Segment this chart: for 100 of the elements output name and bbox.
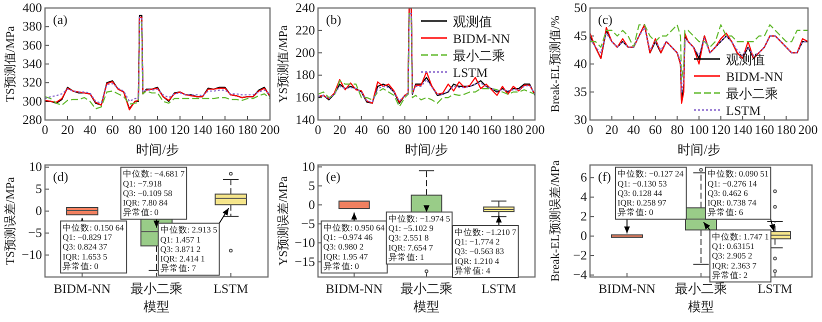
x-tick-label: 最小二乘 [130,281,182,296]
y-tick-label: 240 [296,0,315,15]
x-tick-label: 最小二乘 [675,281,727,296]
y-tick-label: 200 [296,44,315,60]
y-tick-label: 220 [296,22,315,38]
x-axis-title: 时间/步 [405,142,448,157]
annotation: 中位数: 1.747 1 Q1: 0.63151 Q3: 2.905 2 IQR: 2.363 7 异常值: 2 [712,231,769,280]
y-tick-label: 340 [22,56,42,71]
y-axis-title: TS预测误差/MPa [3,176,17,266]
annotation: 中位数: 0.950 64 Q1: −0.974 46 Q3: 0.980 2 IQR: 1.95 47 异常值: 0 [323,222,386,271]
y-tick-label: −2 [573,248,587,263]
annotation: (a) [53,12,68,27]
x-tick-label: 最小二乘 [400,281,452,296]
annotation: 中位数: 2.913 5 Q1: 1.457 1 Q3: 3.871 2 IQR: 2.414 1 异常值: 7 [158,208,230,276]
legend-label: LSTM [726,103,762,118]
y-tick-label: −10 [294,234,315,250]
y-tick-label: 360 [22,37,42,52]
x-tick-label: 60 [648,122,662,137]
annotation: 中位数: −1.974 5 Q1: −5.102 9 Q3: 2.551 8 IQR: 7.654 7 异常值: 1 [388,214,450,262]
x-axis-title: 时间/步 [136,142,179,157]
x-tick-label: 40 [354,122,368,137]
x-tick-label: 20 [605,122,618,137]
x-tick-label: BIDM-NN [54,281,112,296]
legend-label: BIDM-NN [453,31,511,46]
x-tick-label: 80 [670,122,684,137]
annotation: 中位数: 0.090 51 Q1: −0.276 14 Q3: 0.462 6 IQR: 0.738 74 异常值: 6 [704,166,776,232]
y-tick-label: −5 [301,216,315,231]
x-tick-label: 120 [438,122,458,137]
x-tick-label: 140 [732,122,752,137]
legend-label: 最小二乘 [726,86,778,101]
annotation: 中位数: 2.913 5 Q1: 1.457 1 Q3: 3.871 2 IQR: 2.414 1 异常值: 7 [160,224,218,274]
y-tick-label: −10 [22,247,42,262]
x-tick-label: LSTM [481,281,517,296]
x-tick-label: 200 [260,122,280,137]
x-tick-label: 140 [460,122,480,137]
legend-label: 最小二乘 [453,48,505,63]
x-tick-label: 40 [84,122,96,137]
annotation: 中位数: 0.090 51 Q1: −0.276 14 Q3: 0.462 6 IQR: 0.738 74 异常值: 6 [707,168,769,218]
annotation: 中位数: 0.950 64 Q1: −0.974 46 Q3: 0.980 2 IQR: 1.95 47 异常值: 0 [320,212,388,274]
annotation: (d) [53,169,68,184]
y-tick-label: 280 [22,112,42,127]
y-tick-label: 0 [580,228,587,244]
x-tick-label: 60 [106,122,119,137]
y-tick-label: −5 [28,225,42,240]
y-tick-label: 50 [574,0,587,15]
legend-label: 观测值 [726,52,765,67]
annotation: (f) [598,169,611,184]
x-axis-title: 时间/步 [678,142,720,157]
y-tick-label: 0 [308,196,315,212]
y-tick-label: 10 [302,158,315,174]
x-tick-label: 180 [776,122,796,137]
x-tick-label: 160 [215,122,235,137]
x-tick-label: 180 [504,122,524,137]
y-tick-label: 300 [22,93,42,108]
x-tick-label: 180 [238,122,258,137]
y-tick-label: 10 [29,159,42,174]
x-tick-label: 40 [627,122,640,137]
annotation: (c) [598,12,612,27]
y-tick-label: 140 [296,112,315,127]
y-tick-label: 380 [22,18,42,34]
x-tick-label: 20 [333,122,346,137]
x-tick-label: 60 [376,122,390,137]
x-tick-label: LSTM [758,281,793,296]
y-axis-title: Break-EL预测误差/MPa [548,160,562,282]
y-tick-label: 35 [574,84,587,99]
x-axis-title: 模型 [688,299,714,314]
annotation: 中位数: −1.210 7 Q1: −1.774 2 Q3: −0.563 83 IQR: 1.210 4 异常值: 4 [454,226,516,276]
y-tick-label: 0 [36,203,42,218]
x-tick-label: 120 [170,122,190,137]
y-axis-title: YS预测误差/MPa [276,176,290,266]
legend-label: 观测值 [453,14,492,29]
x-tick-label: 100 [689,122,709,137]
y-axis-title: TS预测值/MPa [3,25,17,102]
y-tick-label: 40 [574,56,587,71]
y-tick-label: 30 [574,112,587,127]
x-tick-label: 200 [525,122,545,137]
legend-label: BIDM-NN [726,69,784,84]
x-tick-label: 80 [398,122,412,137]
x-tick-label: 140 [192,122,212,137]
y-tick-label: −4 [573,267,588,282]
x-tick-label: BIDM-NN [598,281,656,296]
y-tick-label: 400 [22,0,42,15]
y-tick-label: 5 [36,181,42,196]
y-tick-label: 4 [580,189,588,204]
legend-label: LSTM [453,65,488,80]
x-tick-label: 100 [416,122,436,137]
annotation: 中位数: −4.681 7 Q1: −7.918 Q3: −0.109 58 IQR: 7.80 84 异常值: 0 [122,168,185,218]
y-axis-title: Break-EL预测值/% [548,16,562,112]
x-axis-title: 模型 [144,299,170,314]
annotation: 中位数: −1.974 5 Q1: −5.102 9 Q3: 2.551 8 IQR: 7.654 7 异常值: 1 [386,205,453,265]
annotation: 中位数: −1.210 7 Q1: −1.774 2 Q3: −0.563 83 IQR: 1.210 4 异常值: 4 [452,215,519,278]
annotation: (e) [326,169,340,184]
x-tick-label: LSTM [213,281,249,296]
y-tick-label: 180 [296,67,315,82]
annotation: 中位数: 0.150 64 Q1: −0.829 17 Q3: 0.824 37 IQR: 1.653 5 异常值: 0 [62,222,125,271]
y-tick-label: 2 [580,208,587,224]
x-tick-label: 200 [798,122,818,137]
annotation: 中位数: 0.150 64 Q1: −0.829 17 Q3: 0.824 37 IQR: 1.653 5 异常值: 0 [60,217,128,274]
y-tick-label: 160 [296,90,315,105]
x-tick-label: 20 [61,122,74,137]
